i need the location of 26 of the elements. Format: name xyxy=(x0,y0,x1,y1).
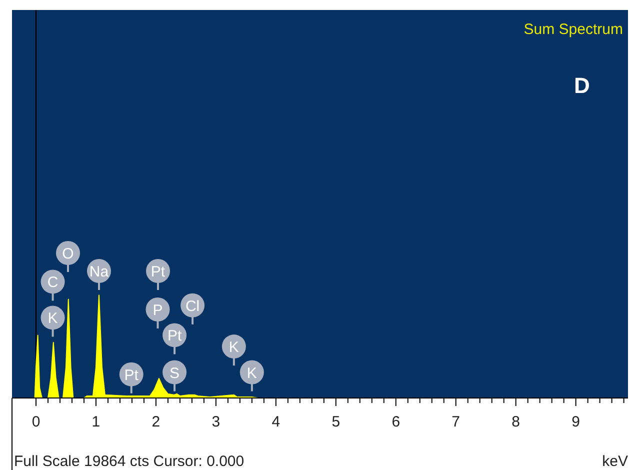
x-tick-label: 5 xyxy=(332,414,340,430)
annotation: Cl xyxy=(185,298,200,315)
x-tick-label: 8 xyxy=(512,414,520,430)
chart-title: Sum Spectrum xyxy=(524,21,623,38)
x-tick-label: 1 xyxy=(92,414,100,430)
annotation: Pt xyxy=(167,328,182,345)
x-tick-label: 3 xyxy=(212,414,220,430)
annotation: P xyxy=(152,302,163,319)
x-tick-label: 4 xyxy=(272,414,280,430)
x-tick-label: 6 xyxy=(392,414,400,430)
annotation: K xyxy=(246,364,257,382)
x-tick-label: 7 xyxy=(452,414,460,430)
annotation: Pt xyxy=(124,366,140,384)
annotation: K xyxy=(48,310,58,328)
text: D xyxy=(574,73,590,98)
text: Na xyxy=(89,264,110,280)
x-tick-label: 0 xyxy=(32,414,40,430)
annotation: S xyxy=(170,364,180,382)
x-tick-label: 2 xyxy=(152,414,160,430)
annotation: C xyxy=(47,274,58,292)
annotation: K xyxy=(228,339,239,356)
text: Full Scale 19864 cts Cursor: 0.000 xyxy=(14,453,244,470)
x-axis-title: keV xyxy=(602,453,628,470)
text: O xyxy=(62,246,74,262)
text: Pt xyxy=(150,264,166,280)
x-tick-label: 9 xyxy=(572,414,580,430)
